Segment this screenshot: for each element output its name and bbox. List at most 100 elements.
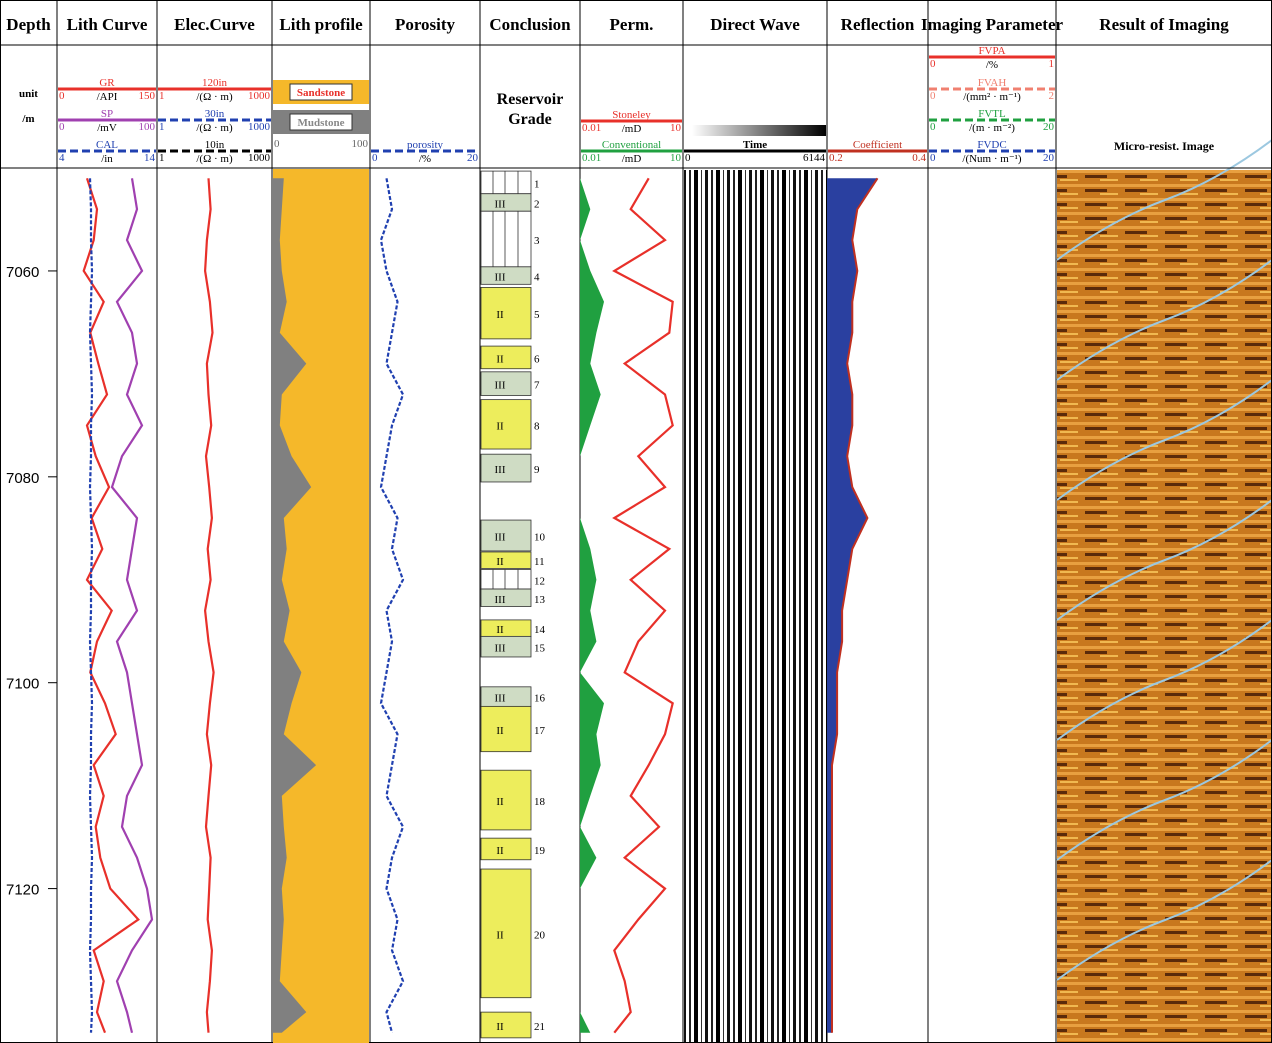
- track-title: Lith profile: [279, 15, 363, 34]
- scale-name: Mudstone: [297, 117, 344, 129]
- sandstone-fill: [273, 169, 369, 1043]
- scale-max: 100: [139, 121, 156, 133]
- zone: [480, 686, 532, 707]
- zone-grade: III: [495, 272, 506, 284]
- zone-number: 19: [534, 845, 546, 857]
- scale-unit: /mD: [622, 153, 642, 165]
- scale-unit: /%: [986, 59, 998, 71]
- zone: [480, 1011, 532, 1039]
- scale-min: 0.2: [829, 152, 843, 164]
- zone: [480, 170, 532, 195]
- zone-number: 17: [534, 725, 546, 737]
- zone-grade: III: [495, 464, 506, 476]
- zone-grade: II: [496, 353, 504, 365]
- zone: [480, 837, 532, 861]
- zone-number: 4: [534, 272, 540, 284]
- scale-max: 10: [670, 152, 682, 164]
- scale-min: 0: [59, 121, 65, 133]
- zone-number: 7: [534, 380, 540, 392]
- scale-min: 0.01: [582, 122, 601, 134]
- scale-min: 0: [274, 138, 280, 150]
- scale-min: 0: [930, 121, 936, 133]
- scale-max: 20: [1043, 121, 1055, 133]
- log-curve: [203, 178, 215, 1033]
- zone: [480, 345, 532, 370]
- scale-name: GR: [99, 77, 115, 89]
- depth-label: 7080: [6, 470, 39, 487]
- scale-max: 2: [1049, 90, 1055, 102]
- scale-max: 6144: [803, 152, 826, 164]
- resistivity-image: [1057, 170, 1272, 1043]
- scale-max: 150: [139, 90, 156, 102]
- depth-label: 7100: [6, 676, 39, 693]
- zone-grade: II: [496, 624, 504, 636]
- zone: [480, 769, 532, 831]
- scale-min: 0: [930, 58, 936, 70]
- scale-unit: /(Ω · m): [196, 122, 233, 134]
- zone-grade: III: [495, 532, 506, 544]
- track-label: Micro-resist. Image: [1113, 139, 1215, 153]
- scale-min: 1: [159, 121, 165, 133]
- zone-number: 2: [534, 198, 540, 210]
- scale-unit: /%: [419, 153, 431, 165]
- track-title: Depth: [6, 15, 51, 34]
- scale-max: 1000: [248, 121, 271, 133]
- reflection-fill: [827, 178, 878, 1033]
- reflection-curve: [831, 177, 879, 1033]
- perm-fill: [580, 178, 604, 1033]
- zone: [480, 635, 532, 658]
- scale-name: FVTL: [978, 108, 1006, 120]
- scale-min: 0: [59, 90, 65, 102]
- scale-name: Time: [743, 139, 767, 151]
- zone-number: 16: [534, 693, 546, 705]
- zone-number: 15: [534, 643, 546, 655]
- scale-name: porosity: [407, 139, 444, 151]
- scale-unit: /(Ω · m): [196, 153, 233, 165]
- track-title: Porosity: [395, 15, 456, 34]
- zone-grade: III: [495, 198, 506, 210]
- zone-grade: III: [495, 643, 506, 655]
- zone-grade: II: [496, 845, 504, 857]
- zone: [480, 266, 532, 285]
- zone-number: 1: [534, 178, 540, 190]
- zone: [480, 287, 532, 340]
- track-label: Reservoir Grade: [496, 91, 564, 128]
- mudstone-fill: [272, 178, 317, 1033]
- zone-grade: II: [496, 929, 504, 941]
- scale-min: 0: [930, 90, 936, 102]
- scale-max: 1000: [248, 90, 271, 102]
- scale-min: 0: [930, 152, 936, 164]
- zone-number: 8: [534, 420, 540, 432]
- scale-min: 0.01: [582, 152, 601, 164]
- zone: [480, 619, 532, 637]
- scale-name: CAL: [96, 139, 118, 151]
- direct-wave-image: [684, 170, 827, 1043]
- unit-label: unit: [19, 88, 38, 100]
- scale-min: 1: [159, 90, 165, 102]
- zone-grade: III: [495, 693, 506, 705]
- zone: [480, 705, 532, 753]
- zone: [480, 399, 532, 450]
- zone: [480, 519, 532, 552]
- log-curve: [612, 177, 674, 1034]
- scale-min: 0: [685, 152, 691, 164]
- scale-min: 1: [159, 152, 165, 164]
- lith-name-box: [289, 83, 353, 101]
- zone-grade: II: [496, 1021, 504, 1033]
- scale-unit: /API: [97, 91, 118, 103]
- zone-number: 20: [534, 929, 546, 941]
- zone-number: 11: [534, 556, 545, 568]
- scale-max: 100: [352, 138, 369, 150]
- zone-number: 18: [534, 796, 546, 808]
- zone: [480, 588, 532, 607]
- scale-name: Stoneley: [612, 109, 651, 121]
- log-curve: [379, 178, 405, 1033]
- scale-unit: /mD: [622, 123, 642, 135]
- zone-grade: III: [495, 380, 506, 392]
- depth-label: 7060: [6, 264, 39, 281]
- zone: [480, 569, 532, 590]
- scale-max: 1: [1049, 58, 1055, 70]
- track-title: Direct Wave: [710, 15, 800, 34]
- track-title: Reflection: [841, 15, 915, 34]
